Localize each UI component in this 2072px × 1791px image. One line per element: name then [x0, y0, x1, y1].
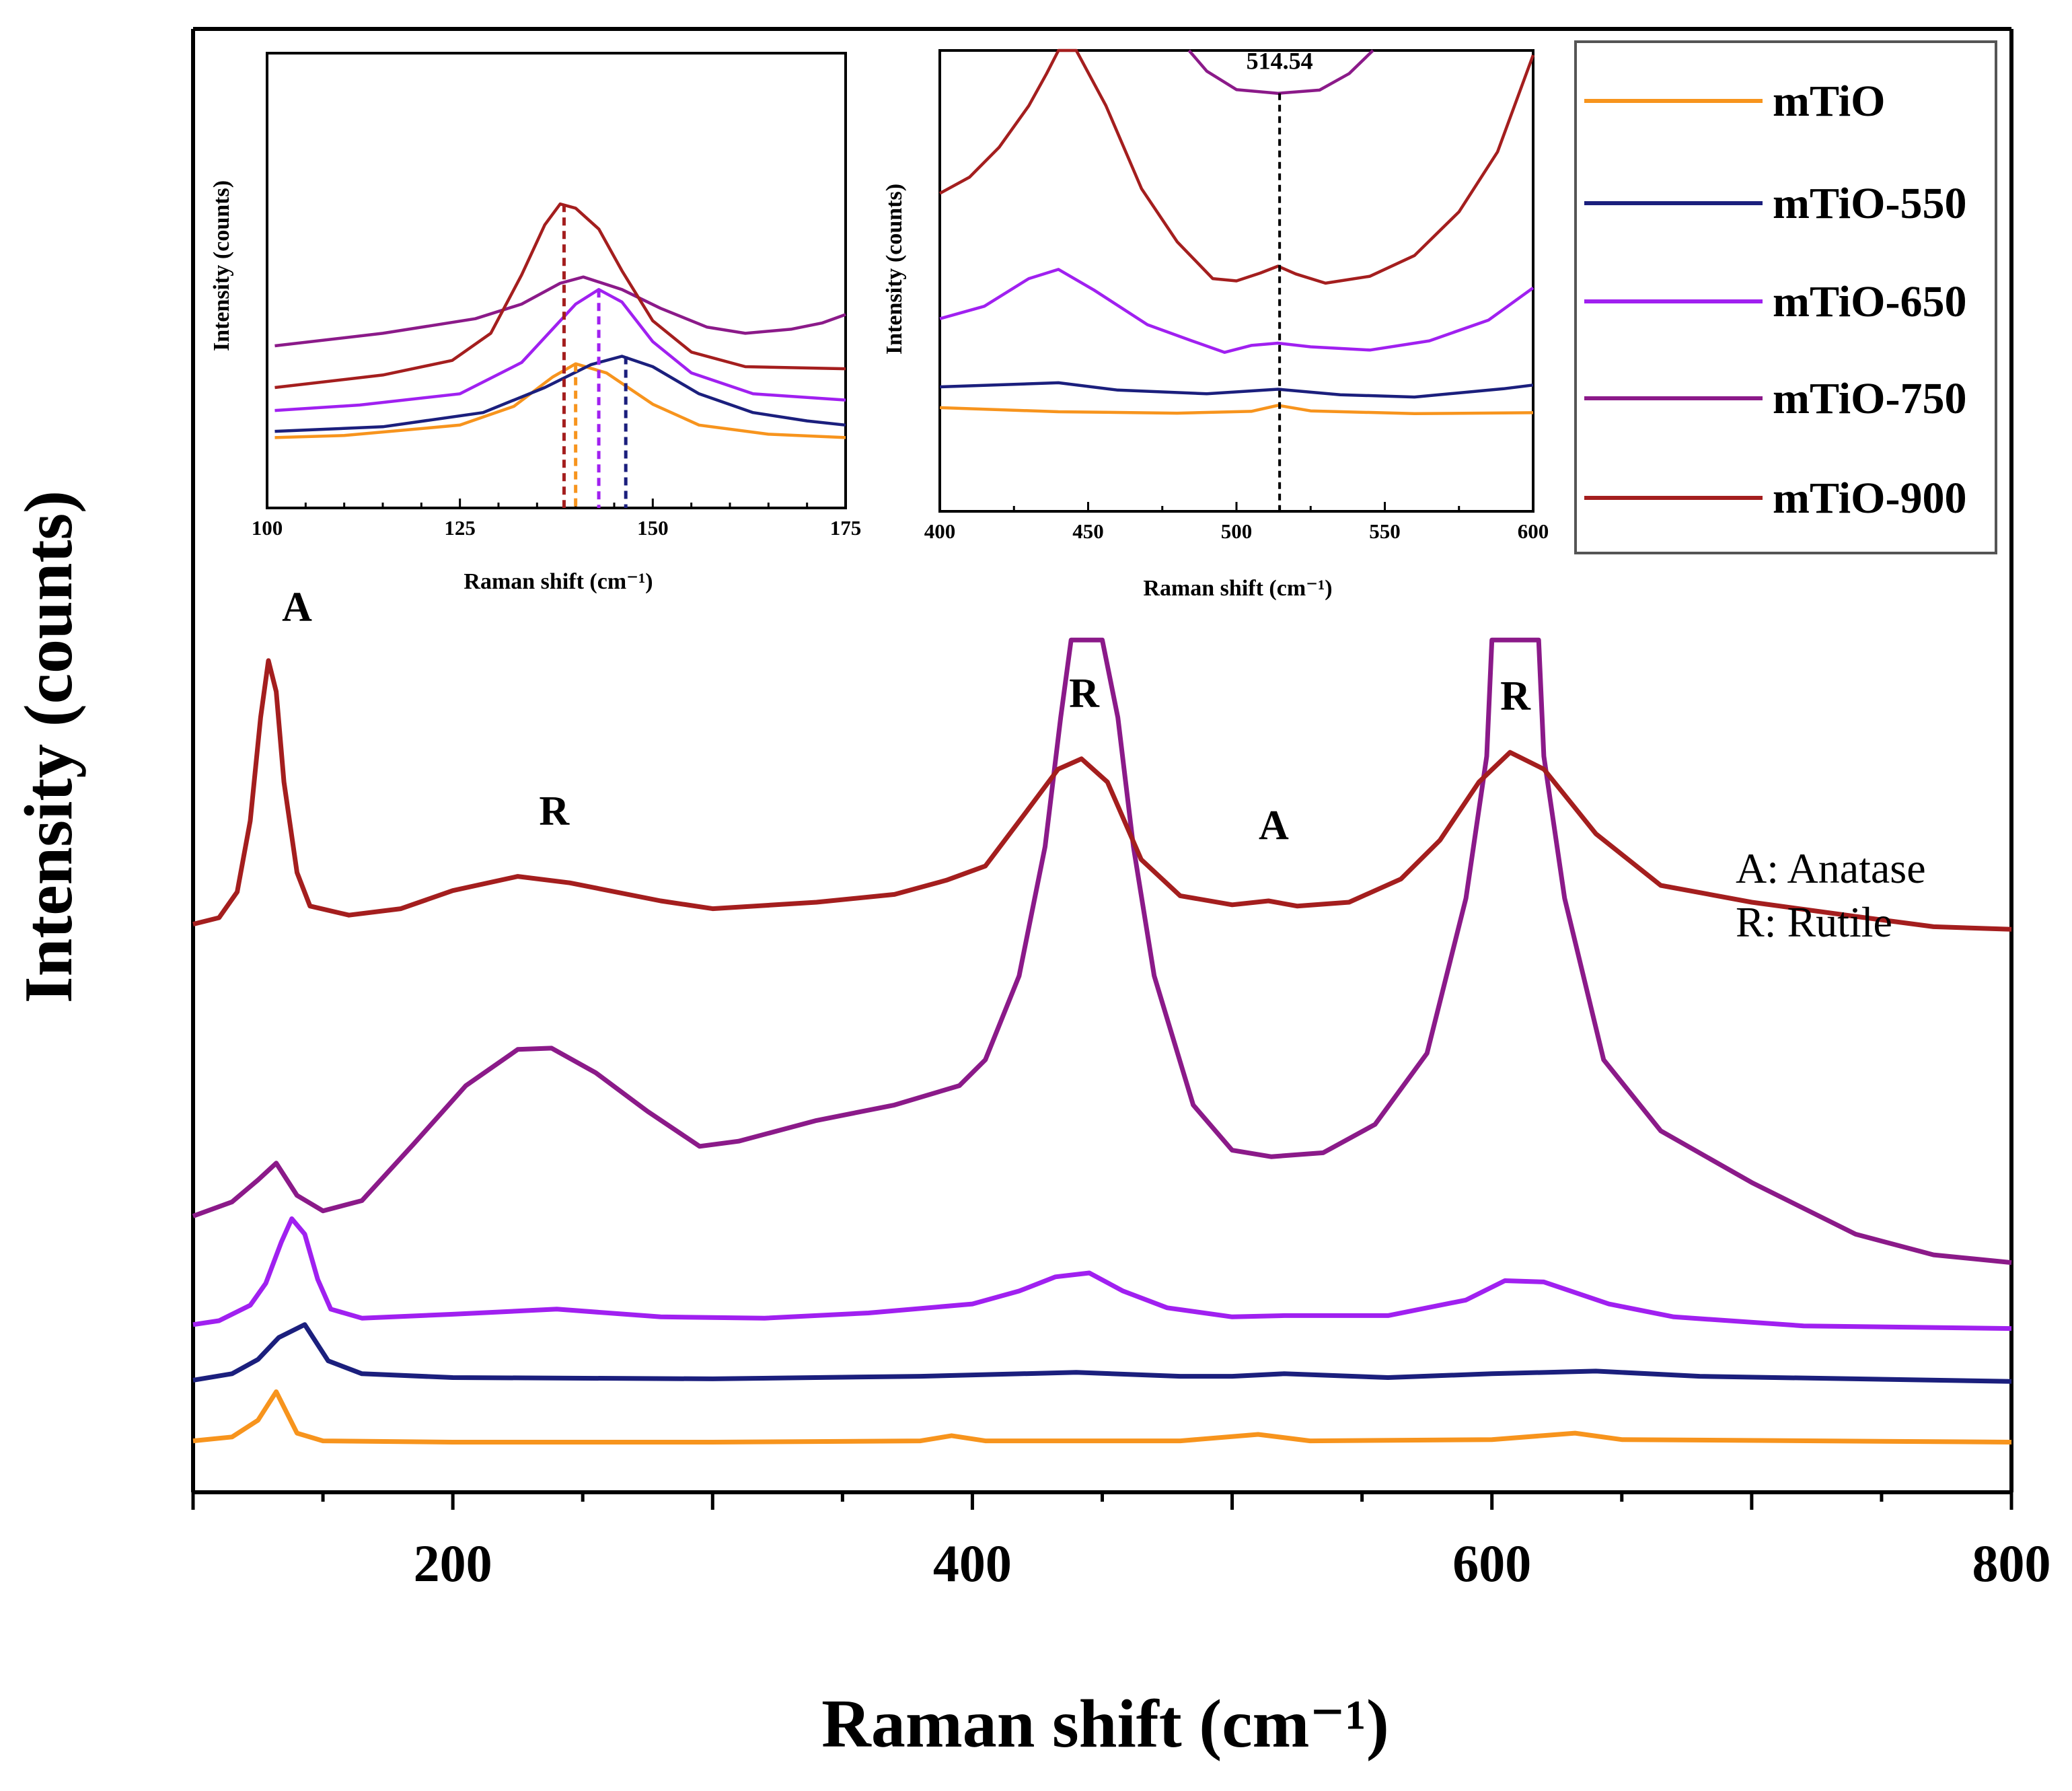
main-x-axis-label: Raman shift (cm⁻¹)	[821, 1686, 1389, 1762]
x-tick-label-800: 800	[1972, 1534, 2051, 1593]
peak-label-r-1: R	[539, 789, 570, 834]
inset-right-series-mtio-650	[939, 268, 1534, 354]
series-line-mtio-750	[192, 637, 2012, 1266]
inset-left-series-mtio-550	[274, 355, 846, 433]
main-series-group	[192, 637, 2012, 1445]
series-line-mtio-550	[192, 1322, 2012, 1384]
legend-label-mtio-650: mTiO-650	[1773, 277, 1966, 326]
inset-left-series-mtio-900	[274, 202, 846, 390]
inset-right-x-axis-label: Raman shift (cm⁻¹)	[1143, 576, 1332, 601]
inset-right-plot: 514.54 400 450 500 550 600 Raman shift (cm⁻¹…	[882, 47, 1549, 601]
inset-right-series-mtio	[939, 404, 1534, 416]
inset-right-series-group	[938, 48, 1535, 416]
inset-right-series-mtio-900	[938, 48, 1535, 285]
inset-left-x-tick-label-175: 175	[830, 516, 862, 540]
inset-left-frame	[266, 52, 847, 509]
inset-right-peak-value-label: 514.54	[1247, 47, 1313, 74]
inset-right-series-mtio-550	[939, 381, 1534, 399]
inset-left-x-axis-label: Raman shift (cm⁻¹)	[464, 569, 653, 594]
phase-key-rutile: R: Rutile	[1736, 898, 1892, 946]
inset-left-peak-markers	[562, 204, 628, 508]
peak-label-a-0: A	[282, 584, 312, 630]
inset-right-y-axis-label: Intensity (counts)	[882, 184, 907, 355]
inset-right-x-tick-label-450: 450	[1072, 519, 1104, 543]
legend-label-mtio-900: mTiO-900	[1773, 474, 1966, 523]
inset-left-x-tick-label-125: 125	[444, 516, 476, 540]
inset-left-y-axis-label: Intensity (counts)	[209, 180, 234, 351]
peak-label-r-4: R	[1500, 673, 1531, 719]
inset-left-x-tick-label-100: 100	[252, 516, 283, 540]
inset-left-series-mtio-650	[274, 288, 846, 412]
main-x-ticks: 200 400 600 800	[191, 1492, 2051, 1593]
main-plot: 200 400 600 800 A R R A R Raman shift (cm⁻¹) In…	[11, 27, 2051, 1762]
x-tick-label-200: 200	[414, 1534, 492, 1593]
inset-left-series-group	[274, 202, 846, 439]
series-line-mtio-900	[192, 658, 2012, 932]
main-y-axis-label: Intensity (counts)	[11, 490, 87, 1003]
inset-left-x-ticks: 100 125 150 175	[252, 499, 862, 540]
inset-right-series-mtio-750	[1187, 49, 1374, 95]
peak-label-r-2: R	[1069, 671, 1100, 717]
peak-label-a-3: A	[1259, 803, 1289, 848]
phase-key-anatase: A: Anatase	[1736, 844, 1926, 892]
inset-right-peak-markers: 514.54	[1247, 47, 1313, 511]
x-tick-label-400: 400	[933, 1534, 1012, 1593]
inset-left-plot: 100 125 150 175 Raman shift (cm⁻¹) Intensit…	[209, 52, 862, 594]
main-annotations: A R R A R	[282, 584, 1531, 848]
x-tick-label-600: 600	[1452, 1534, 1531, 1593]
inset-right-x-tick-label-600: 600	[1518, 519, 1549, 543]
inset-right-x-tick-label-500: 500	[1221, 519, 1253, 543]
legend-items: mTiO mTiO-550 mTiO-650 mTiO-750 mTiO-900	[1584, 77, 1966, 523]
inset-right-x-tick-label-550: 550	[1369, 519, 1401, 543]
inset-right-x-tick-label-400: 400	[924, 519, 956, 543]
legend-label-mtio-550: mTiO-550	[1773, 179, 1966, 228]
inset-right-x-ticks: 400 450 500 550 600	[924, 502, 1549, 543]
series-line-mtio	[192, 1389, 2012, 1445]
legend-label-mtio: mTiO	[1773, 77, 1885, 126]
legend-box	[1574, 40, 1997, 554]
legend: mTiO mTiO-550 mTiO-650 mTiO-750 mTiO-900	[1574, 40, 1997, 554]
inset-left-x-tick-label-150: 150	[637, 516, 669, 540]
series-line-mtio-650	[192, 1216, 2012, 1331]
inset-left-series-mtio-750	[274, 275, 846, 348]
legend-label-mtio-750: mTiO-750	[1773, 374, 1966, 423]
